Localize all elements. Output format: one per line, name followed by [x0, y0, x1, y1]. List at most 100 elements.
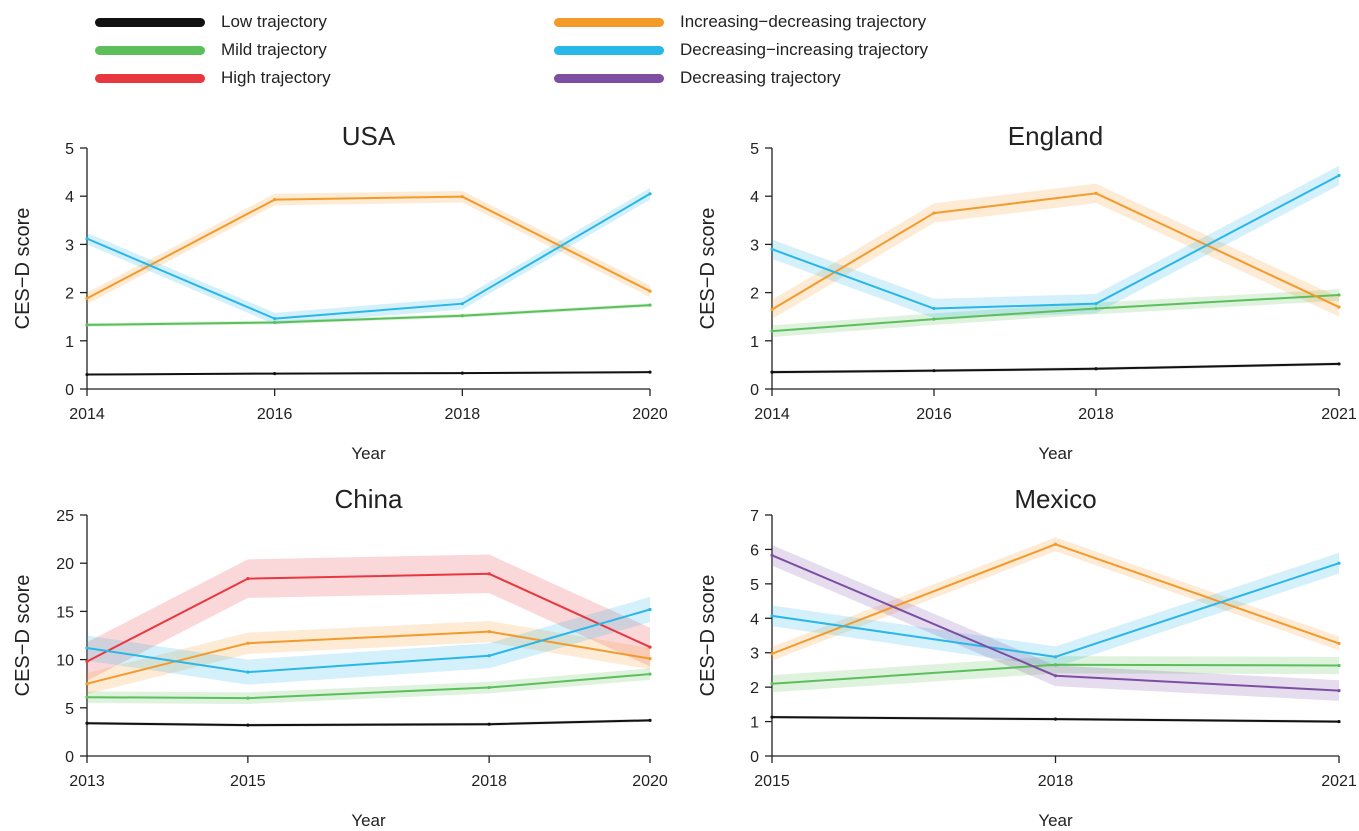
data-point-incdec: [770, 307, 774, 312]
legend-label-incdec: Increasing−decreasing trajectory: [680, 12, 927, 31]
x-axis-label: Year: [351, 811, 386, 830]
data-point-mild: [85, 695, 89, 699]
chart-title: China: [335, 484, 403, 514]
data-point-mild: [487, 685, 491, 690]
data-point-decinc: [770, 247, 774, 251]
legend-swatch-incdec: [554, 17, 664, 27]
x-tick-label: 2018: [471, 773, 507, 790]
y-tick-label: 2: [65, 286, 74, 303]
data-point-mild: [770, 682, 774, 686]
data-point-mild: [1337, 663, 1341, 668]
band-incdec: [772, 537, 1339, 661]
data-point-decinc: [273, 317, 277, 321]
legend-item-dec: Decreasing trajectory: [554, 66, 841, 90]
data-point-low: [1053, 717, 1058, 721]
x-tick-label: 2020: [632, 773, 668, 790]
data-point-mild: [273, 320, 277, 325]
y-tick-label: 5: [65, 701, 74, 718]
data-point-low: [1337, 362, 1341, 366]
band-decinc: [772, 552, 1339, 668]
y-tick-label: 5: [750, 141, 759, 158]
y-tick-label: 1: [750, 334, 759, 351]
data-point-decinc: [1337, 173, 1341, 178]
data-point-decinc: [648, 192, 652, 196]
chart-title: Mexico: [1014, 484, 1096, 514]
series-line-mild: [86, 304, 651, 326]
data-point-mild: [460, 314, 464, 318]
legend-label-decinc: Decreasing−increasing trajectory: [680, 40, 929, 59]
data-point-decinc: [770, 614, 774, 618]
series-line-incdec: [86, 195, 651, 300]
band-incdec: [87, 621, 650, 695]
data-point-high: [85, 659, 89, 664]
data-point-low: [85, 721, 89, 725]
legend-item-low: Low trajectory: [95, 10, 327, 34]
data-point-high: [246, 577, 250, 581]
chart-england: England 0 1 2 3 4 5 2014 2016 2018 2021 Year CES−D s…: [697, 121, 1357, 463]
series-line-decinc: [86, 608, 651, 674]
legend-item-incdec: Increasing−decreasing trajectory: [554, 10, 926, 34]
data-point-low: [932, 369, 936, 373]
data-point-incdec: [1337, 305, 1341, 309]
y-tick-label: 10: [56, 653, 74, 670]
chart-title: USA: [342, 121, 396, 151]
data-point-mild: [1337, 293, 1341, 297]
y-tick-label: 6: [750, 542, 759, 559]
band-high: [87, 554, 650, 681]
chart-mexico: Mexico 0 1 2 3 4 5 6 7 2015 2018 2021 Year CES−D scor…: [697, 484, 1357, 830]
data-point-low: [770, 370, 774, 374]
y-tick-label: 2: [750, 286, 759, 303]
y-tick-label: 4: [750, 189, 759, 206]
series-line-mild: [771, 294, 1340, 333]
data-point-low: [246, 723, 250, 727]
data-point-mild: [85, 323, 89, 327]
data-point-incdec: [648, 657, 652, 661]
data-point-incdec: [273, 197, 277, 202]
legend-label-mild: Mild trajectory: [221, 40, 327, 59]
x-tick-label: 2018: [445, 406, 481, 423]
data-point-decinc: [85, 646, 89, 650]
legend-label-low: Low trajectory: [221, 12, 327, 31]
x-tick-label: 2016: [257, 406, 293, 423]
data-point-mild: [932, 317, 936, 321]
data-point-low: [770, 715, 774, 719]
y-tick-label: 1: [750, 715, 759, 732]
y-tick-label: 7: [750, 508, 759, 525]
band-dec: [772, 544, 1339, 701]
data-point-decinc: [85, 237, 89, 241]
legend-label-high: High trajectory: [221, 68, 331, 87]
x-tick-label: 2018: [1078, 406, 1114, 423]
y-tick-label: 1: [65, 334, 74, 351]
data-point-mild: [648, 303, 652, 307]
data-point-decinc: [932, 306, 936, 311]
series-line-decinc: [771, 174, 1340, 310]
y-axis-label: CES−D score: [12, 575, 34, 697]
data-point-incdec: [1337, 641, 1341, 646]
data-point-mild: [1094, 306, 1098, 311]
y-tick-label: 0: [65, 382, 74, 399]
data-point-dec: [1337, 688, 1341, 693]
x-axis-label: Year: [1038, 444, 1073, 463]
data-point-dec: [1053, 674, 1058, 678]
series-line-mild: [86, 673, 651, 700]
x-tick-label: 2015: [754, 773, 790, 790]
data-point-low: [273, 371, 277, 376]
y-tick-label: 4: [750, 611, 759, 628]
chart-usa: USA 0 1 2 3 4 5 2014 2016 2018 2020 Year CES−D score: [12, 121, 668, 463]
data-point-low: [648, 370, 652, 374]
data-point-low: [487, 722, 491, 726]
legend-label-dec: Decreasing trajectory: [680, 68, 841, 87]
data-point-incdec: [487, 630, 491, 634]
band-decinc: [87, 188, 650, 325]
data-point-low: [85, 372, 89, 377]
data-point-incdec: [85, 682, 89, 686]
series-line-incdec: [771, 192, 1340, 311]
legend-swatch-mild: [95, 45, 205, 55]
series-line-decinc: [86, 192, 651, 320]
data-point-decinc: [246, 670, 250, 674]
data-point-mild: [1053, 663, 1058, 667]
x-tick-label: 2016: [916, 406, 952, 423]
x-axis-label: Year: [1038, 811, 1073, 830]
data-point-decinc: [1094, 302, 1098, 306]
